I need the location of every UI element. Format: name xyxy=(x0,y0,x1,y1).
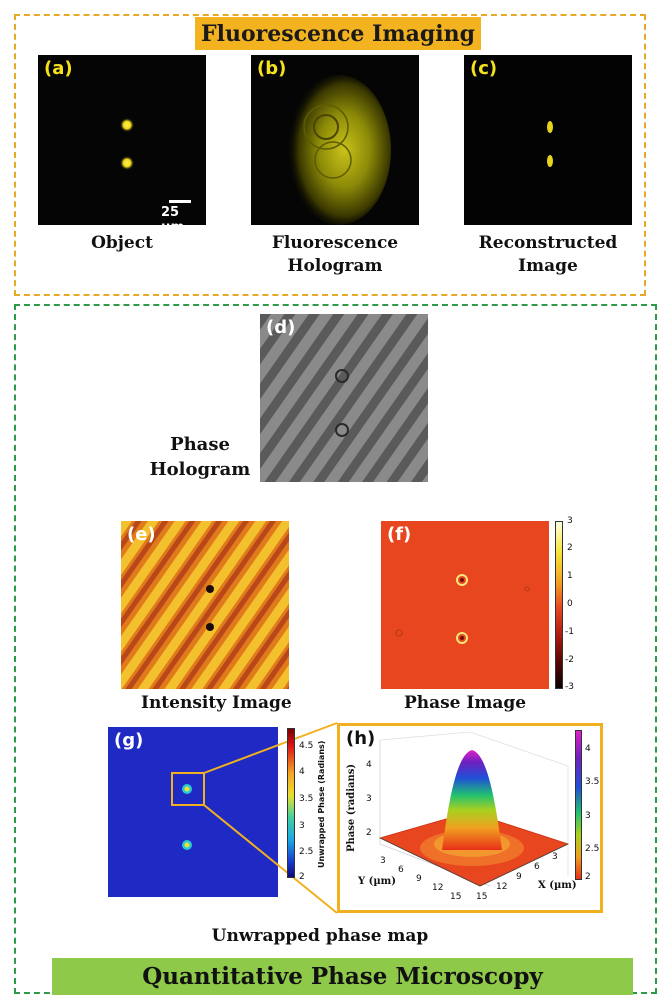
scale-bar xyxy=(169,200,191,203)
panel-c-label: (c) xyxy=(470,58,498,79)
panel-e-intensity-image: (e) xyxy=(121,521,289,689)
panel-c-reconstructed-image: (c) xyxy=(464,55,632,225)
panel-h-cbar-tick: 3 xyxy=(585,811,591,821)
panel-g-colorbar xyxy=(287,728,295,878)
reconstructed-bead-1 xyxy=(547,121,553,133)
panel-f-tick: 1 xyxy=(567,571,573,581)
zoom-region-box xyxy=(171,772,205,806)
panel-e-label: (e) xyxy=(127,524,156,545)
scale-bar-label: 25 µm xyxy=(161,205,184,225)
panel-f-caption: Phase Image xyxy=(403,693,527,713)
panel-e-caption: Intensity Image xyxy=(141,693,292,713)
panel-b-caption: Fluorescence Hologram xyxy=(241,232,429,278)
panel-a-object-image: (a) 25 µm xyxy=(38,55,206,225)
panel-f-colorbar xyxy=(555,521,563,689)
reconstructed-bead-2 xyxy=(547,155,553,167)
panel-h-z-tick: 3 xyxy=(366,794,372,804)
panel-h-x-tick: 9 xyxy=(516,872,522,882)
panel-h-y-tick: 3 xyxy=(380,856,386,866)
panel-h-x-tick: 12 xyxy=(496,882,508,892)
panel-h-z-label: Phase (radians) xyxy=(346,763,357,852)
panel-h-x-tick: 6 xyxy=(534,862,540,872)
panel-d-phase-hologram: (d) xyxy=(260,314,428,482)
panel-d-caption-line1: Phase xyxy=(170,434,230,455)
panel-g-tick: 4.5 xyxy=(299,741,314,751)
panel-h-x-tick: 3 xyxy=(552,852,558,862)
fluorescence-title: Fluorescence Imaging xyxy=(195,17,481,50)
panel-f-tick: 2 xyxy=(567,543,573,553)
panel-f-label: (f) xyxy=(387,524,412,545)
panel-h-x-tick: 15 xyxy=(476,892,488,902)
panel-f-tick: 0 xyxy=(567,599,573,609)
panel-h-y-label: Y (µm) xyxy=(358,876,396,887)
panel-h-z-tick: 2 xyxy=(366,828,372,838)
panel-h-y-tick: 12 xyxy=(432,883,444,893)
panel-d-label: (d) xyxy=(266,317,296,338)
object-bead-1 xyxy=(120,118,134,132)
panel-h-cbar-tick: 2.5 xyxy=(585,844,600,854)
panel-a-caption: Object xyxy=(91,233,153,253)
panel-h-cbar-tick: 3.5 xyxy=(585,777,600,787)
panel-h-z-tick: 4 xyxy=(366,760,372,770)
panel-b-caption-line2: Hologram xyxy=(287,256,383,276)
panel-h-y-tick: 9 xyxy=(416,874,422,884)
panel-g-unwrapped-phase: (g) xyxy=(108,727,278,897)
panel-h-x-label: X (µm) xyxy=(538,880,577,891)
panel-b-label: (b) xyxy=(257,58,287,79)
panel-h-y-tick: 6 xyxy=(398,865,404,875)
panel-f-tick: -2 xyxy=(565,655,574,665)
panel-g-tick: 4 xyxy=(299,767,305,777)
panel-h-colorbar xyxy=(575,730,582,880)
panel-f-tick: -1 xyxy=(565,627,574,637)
panel-d-caption: Phase Hologram xyxy=(140,432,260,482)
panel-g-colorbar-title: Unwrapped Phase (Radians) xyxy=(317,740,326,868)
panel-h-cbar-tick: 4 xyxy=(585,744,591,754)
panel-g-tick: 2 xyxy=(299,872,305,882)
fluorescence-section-border xyxy=(14,14,646,296)
panel-c-caption-line1: Reconstructed xyxy=(478,233,618,253)
panel-g-tick: 3 xyxy=(299,821,305,831)
object-bead-2 xyxy=(120,156,134,170)
panel-b-fluorescence-hologram: (b) xyxy=(251,55,419,225)
panel-b-caption-line1: Fluorescence xyxy=(271,233,399,253)
panel-h-label: (h) xyxy=(346,728,376,749)
panel-d-caption-line2: Hologram xyxy=(149,459,251,480)
panel-h-3d-surface-plot: (h) Phase (radians) 4 3 2 3 6 9 12 15 Y … xyxy=(337,723,603,913)
panel-c-caption: Reconstructed Image xyxy=(454,232,642,278)
panel-g-tick: 3.5 xyxy=(299,794,314,804)
panel-c-caption-line2: Image xyxy=(518,256,578,276)
unwrapped-phase-map-caption: Unwrapped phase map xyxy=(211,926,429,946)
panel-g-tick: 2.5 xyxy=(299,847,314,857)
qpm-title: Quantitative Phase Microscopy xyxy=(52,958,633,995)
panel-a-label: (a) xyxy=(44,58,73,79)
panel-f-phase-image: (f) xyxy=(381,521,549,689)
panel-f-tick: -3 xyxy=(565,682,574,692)
panel-h-y-tick: 15 xyxy=(450,892,462,902)
panel-f-tick: 3 xyxy=(567,516,573,526)
panel-h-cbar-tick: 2 xyxy=(585,872,591,882)
panel-g-label: (g) xyxy=(114,730,144,751)
